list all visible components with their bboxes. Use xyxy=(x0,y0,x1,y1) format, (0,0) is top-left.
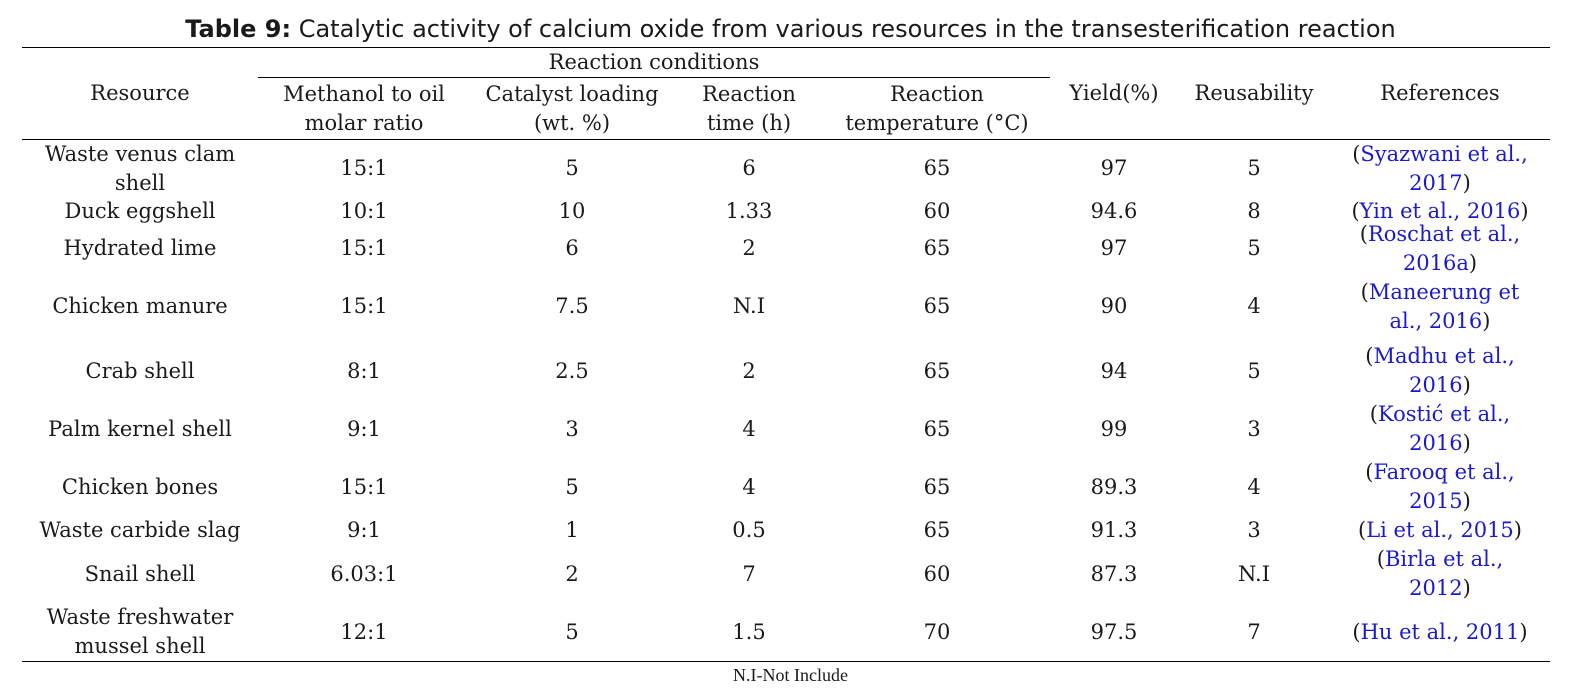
cell-reusability: N.I xyxy=(1237,561,1270,586)
cell-temperature: 60 xyxy=(923,199,951,223)
cell-resource: Waste venus clam shell xyxy=(44,141,236,195)
cell-reference: (Kostić et al., 2016) xyxy=(1369,402,1511,455)
cell-yield: 99 xyxy=(1100,416,1128,441)
cell-reusability: 4 xyxy=(1247,294,1261,318)
cell-reference: (Farooq et al., 2015) xyxy=(1365,460,1515,513)
cell-yield: 94 xyxy=(1100,358,1128,383)
cell-ratio: 8:1 xyxy=(347,358,381,383)
cell-reference: (Li et al., 2015) xyxy=(1358,518,1522,542)
cell-time: 2 xyxy=(742,236,756,260)
header-temperature: Reaction temperature (°C) xyxy=(845,81,1029,135)
cell-reusability: 8 xyxy=(1247,199,1261,223)
top-rule xyxy=(22,47,1550,48)
cell-ratio: 15:1 xyxy=(340,236,388,260)
cell-reference: (Roschat et al., 2016a) xyxy=(1359,221,1521,275)
cell-time: 0.5 xyxy=(732,518,766,542)
header-time: Reaction time (h) xyxy=(702,81,796,135)
cell-temperature: 65 xyxy=(923,358,951,383)
header-reaction-conditions: Reaction conditions xyxy=(548,50,760,74)
cell-loading: 2 xyxy=(565,561,579,586)
cell-time: 2 xyxy=(742,358,756,383)
header-reusability: Reusability xyxy=(1194,81,1314,105)
cell-ratio: 15:1 xyxy=(340,294,388,318)
cell-time: 1.33 xyxy=(725,199,773,223)
cell-resource: Waste freshwater mussel shell xyxy=(46,605,234,658)
cell-temperature: 65 xyxy=(923,416,951,441)
cell-yield: 97.5 xyxy=(1090,619,1138,644)
cell-loading: 7.5 xyxy=(555,294,589,318)
header-resource: Resource xyxy=(90,81,190,105)
cell-time: 4 xyxy=(742,474,756,499)
cell-resource: Waste carbide slag xyxy=(39,518,241,542)
cell-ratio: 9:1 xyxy=(347,416,381,441)
cell-loading: 10 xyxy=(558,199,586,223)
cell-temperature: 65 xyxy=(923,474,951,499)
cell-loading: 2.5 xyxy=(555,358,589,383)
footnote: N.I-Not Include xyxy=(733,665,848,685)
cell-reusability: 5 xyxy=(1247,156,1261,180)
cell-ratio: 12:1 xyxy=(340,619,388,644)
cell-resource: Duck eggshell xyxy=(64,199,216,223)
header-references: References xyxy=(1380,81,1500,105)
cell-ratio: 15:1 xyxy=(340,474,388,499)
cell-ratio: 9:1 xyxy=(347,518,381,542)
cell-reusability: 3 xyxy=(1247,416,1261,441)
cell-temperature: 60 xyxy=(923,561,951,586)
cell-reusability: 4 xyxy=(1247,474,1261,499)
header-ratio: Methanol to oil molar ratio xyxy=(283,81,445,135)
cell-resource: Snail shell xyxy=(84,561,196,586)
cell-loading: 1 xyxy=(565,518,579,542)
cell-temperature: 70 xyxy=(923,619,951,644)
cell-temperature: 65 xyxy=(923,294,951,318)
cell-loading: 5 xyxy=(565,619,579,644)
cell-time: 6 xyxy=(742,156,756,180)
cell-time: N.I xyxy=(732,294,765,318)
cell-reference: (Yin et al., 2016) xyxy=(1351,199,1529,223)
cell-reusability: 5 xyxy=(1247,358,1261,383)
cell-reusability: 3 xyxy=(1247,518,1261,542)
cell-yield: 89.3 xyxy=(1090,474,1138,499)
cell-loading: 6 xyxy=(565,236,579,260)
cell-temperature: 65 xyxy=(923,236,951,260)
header-bottom-rule xyxy=(22,139,1550,140)
cell-reusability: 7 xyxy=(1247,619,1261,644)
cell-yield: 87.3 xyxy=(1090,561,1138,586)
cell-resource: Chicken bones xyxy=(61,474,219,499)
cell-reference: (Birla et al., 2012) xyxy=(1376,547,1504,600)
header-loading: Catalyst loading (wt. %) xyxy=(485,81,659,135)
cell-reference: (Syazwani et al., 2017) xyxy=(1352,141,1528,195)
cell-resource: Palm kernel shell xyxy=(48,416,232,441)
cell-yield: 97 xyxy=(1100,236,1128,260)
cell-reusability: 5 xyxy=(1247,236,1261,260)
cell-resource: Crab shell xyxy=(85,358,195,383)
cell-loading: 5 xyxy=(565,156,579,180)
header-yield: Yield(%) xyxy=(1069,81,1159,105)
cell-time: 7 xyxy=(742,561,756,586)
cell-time: 4 xyxy=(742,416,756,441)
cell-yield: 90 xyxy=(1100,294,1128,318)
group-rule xyxy=(258,77,1050,78)
cell-temperature: 65 xyxy=(923,156,951,180)
cell-loading: 5 xyxy=(565,474,579,499)
cell-yield: 97 xyxy=(1100,156,1128,180)
cell-ratio: 15:1 xyxy=(340,156,388,180)
cell-loading: 3 xyxy=(565,416,579,441)
caption-label: Table 9: xyxy=(185,15,292,43)
cell-temperature: 65 xyxy=(923,518,951,542)
bottom-rule xyxy=(22,661,1550,662)
cell-reference: (Maneerung et al., 2016) xyxy=(1360,279,1520,333)
table-caption: Table 9: Catalytic activity of calcium o… xyxy=(0,14,1581,44)
cell-reference: (Hu et al., 2011) xyxy=(1352,619,1528,644)
cell-yield: 94.6 xyxy=(1090,199,1138,223)
caption-text: Catalytic activity of calcium oxide from… xyxy=(291,15,1396,43)
cell-reference: (Madhu et al., 2016) xyxy=(1365,344,1515,397)
cell-ratio: 6.03:1 xyxy=(330,561,398,586)
cell-yield: 91.3 xyxy=(1090,518,1138,542)
cell-resource: Hydrated lime xyxy=(63,236,217,260)
cell-ratio: 10:1 xyxy=(340,199,388,223)
cell-time: 1.5 xyxy=(732,619,766,644)
cell-resource: Chicken manure xyxy=(52,294,228,318)
